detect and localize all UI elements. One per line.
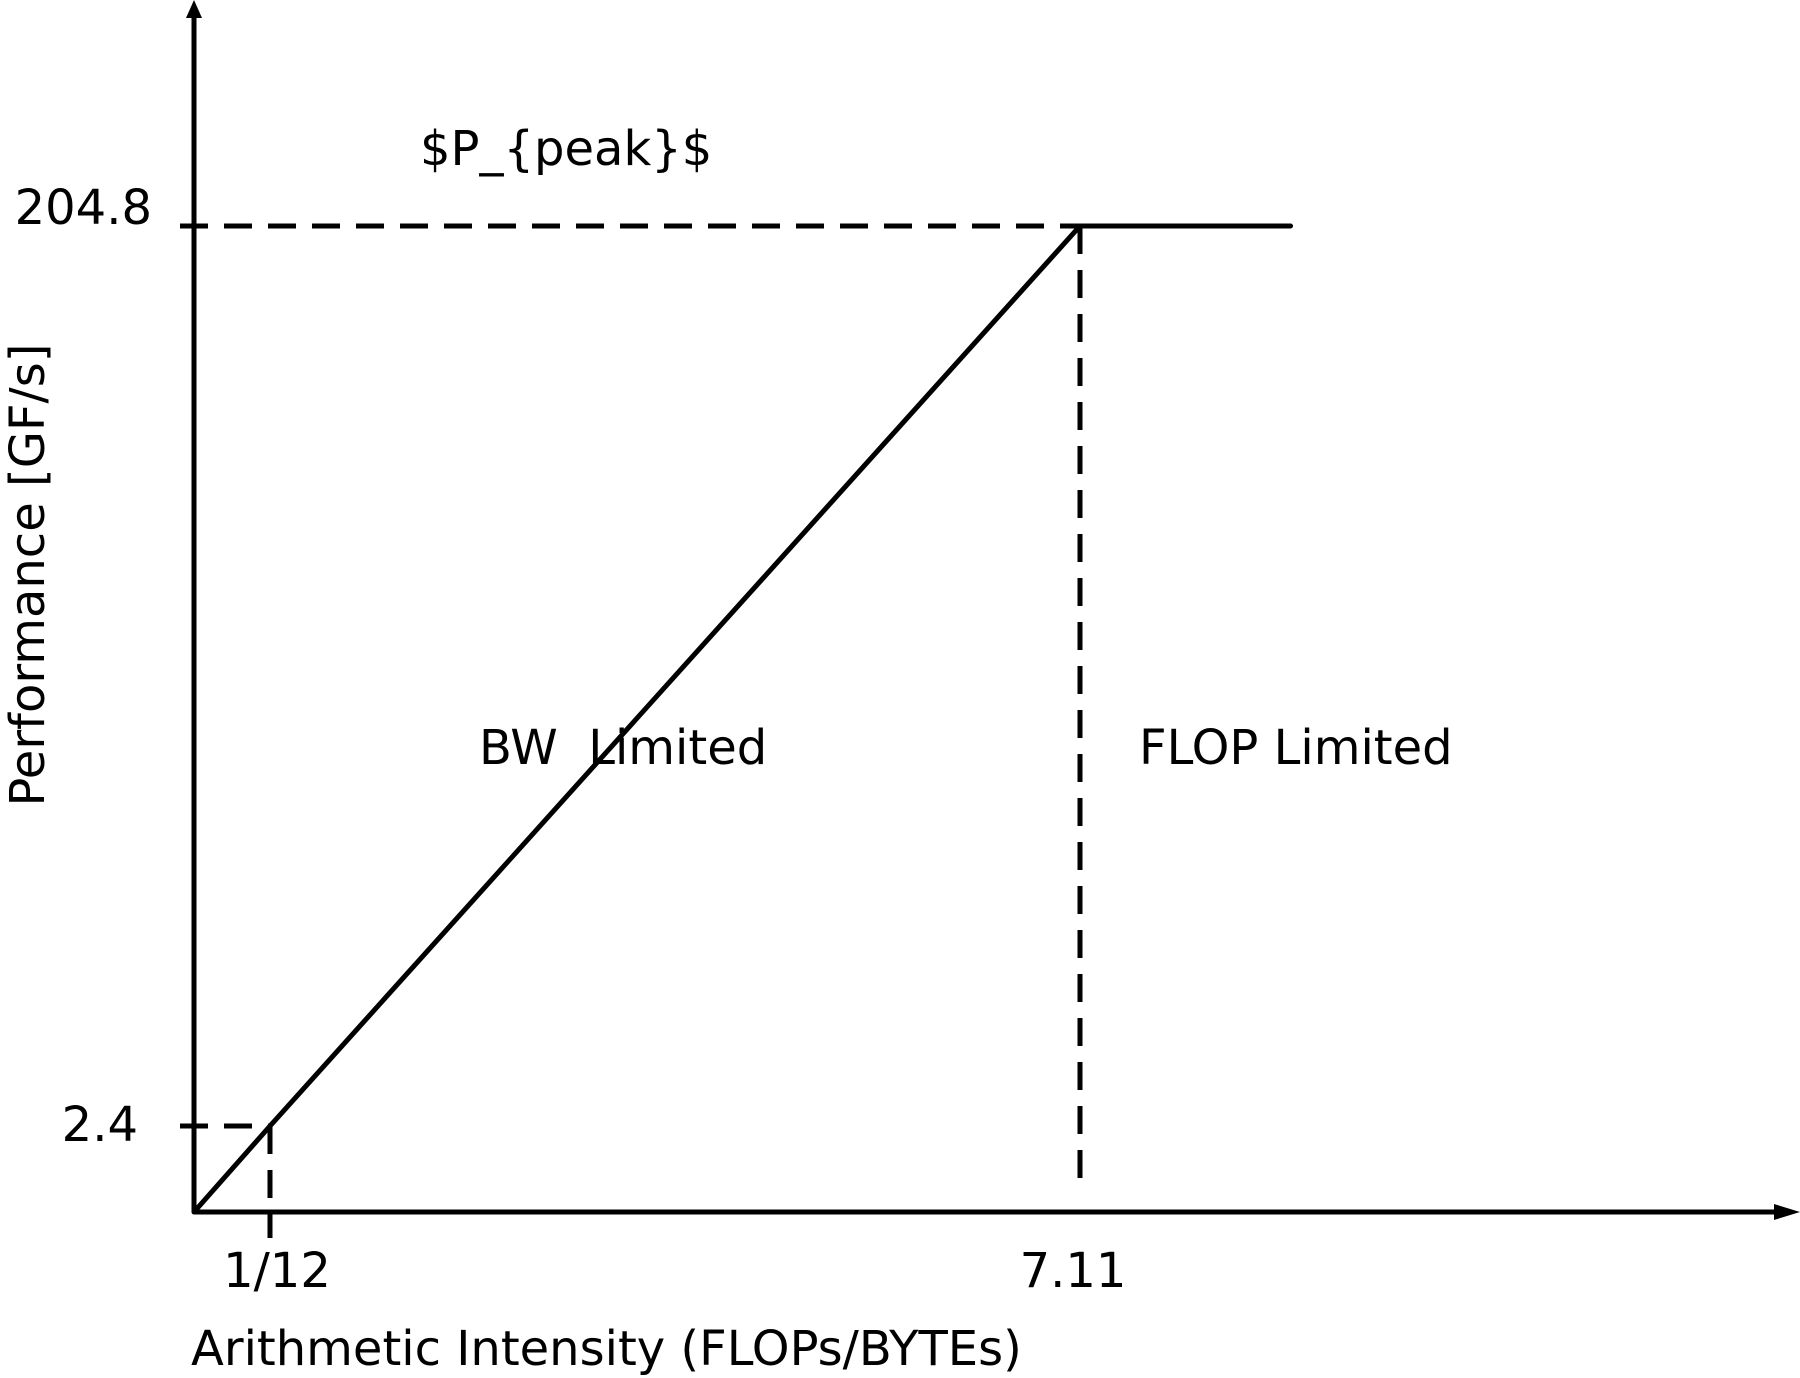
x-axis-arrow-icon xyxy=(1774,1204,1800,1220)
y-axis-arrow-icon xyxy=(186,0,202,18)
x-axis-label: Arithmetic Intensity (FLOPs/BYTEs) xyxy=(191,1321,1022,1377)
x-tick-label-ridge: 7.11 xyxy=(1020,1243,1127,1299)
x-tick-label-low: 1/12 xyxy=(223,1243,331,1299)
region-label-bw: BW Limited xyxy=(479,720,767,776)
roofline-series-line xyxy=(191,223,1294,1215)
region-label-flop: FLOP Limited xyxy=(1139,720,1453,776)
y-tick-label-peak: 204.8 xyxy=(15,180,152,236)
y-tick-label-low: 2.4 xyxy=(62,1097,138,1153)
peak-label: $P_{peak}$ xyxy=(420,121,712,177)
y-axis-label: Performance [GF/s] xyxy=(0,344,56,807)
